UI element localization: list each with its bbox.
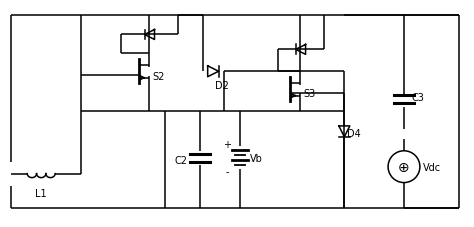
Text: L1: L1	[36, 188, 47, 198]
Text: -: -	[225, 166, 229, 176]
Text: S2: S2	[153, 71, 165, 81]
Text: C2: C2	[174, 155, 187, 165]
Text: S3: S3	[303, 89, 316, 99]
Text: D2: D2	[215, 81, 229, 91]
Text: +: +	[223, 139, 231, 149]
Text: Vdc: Vdc	[423, 162, 441, 172]
Text: C3: C3	[412, 93, 425, 103]
Text: ⊕: ⊕	[398, 160, 410, 174]
Text: Vb: Vb	[250, 153, 263, 163]
Text: D4: D4	[347, 129, 361, 139]
